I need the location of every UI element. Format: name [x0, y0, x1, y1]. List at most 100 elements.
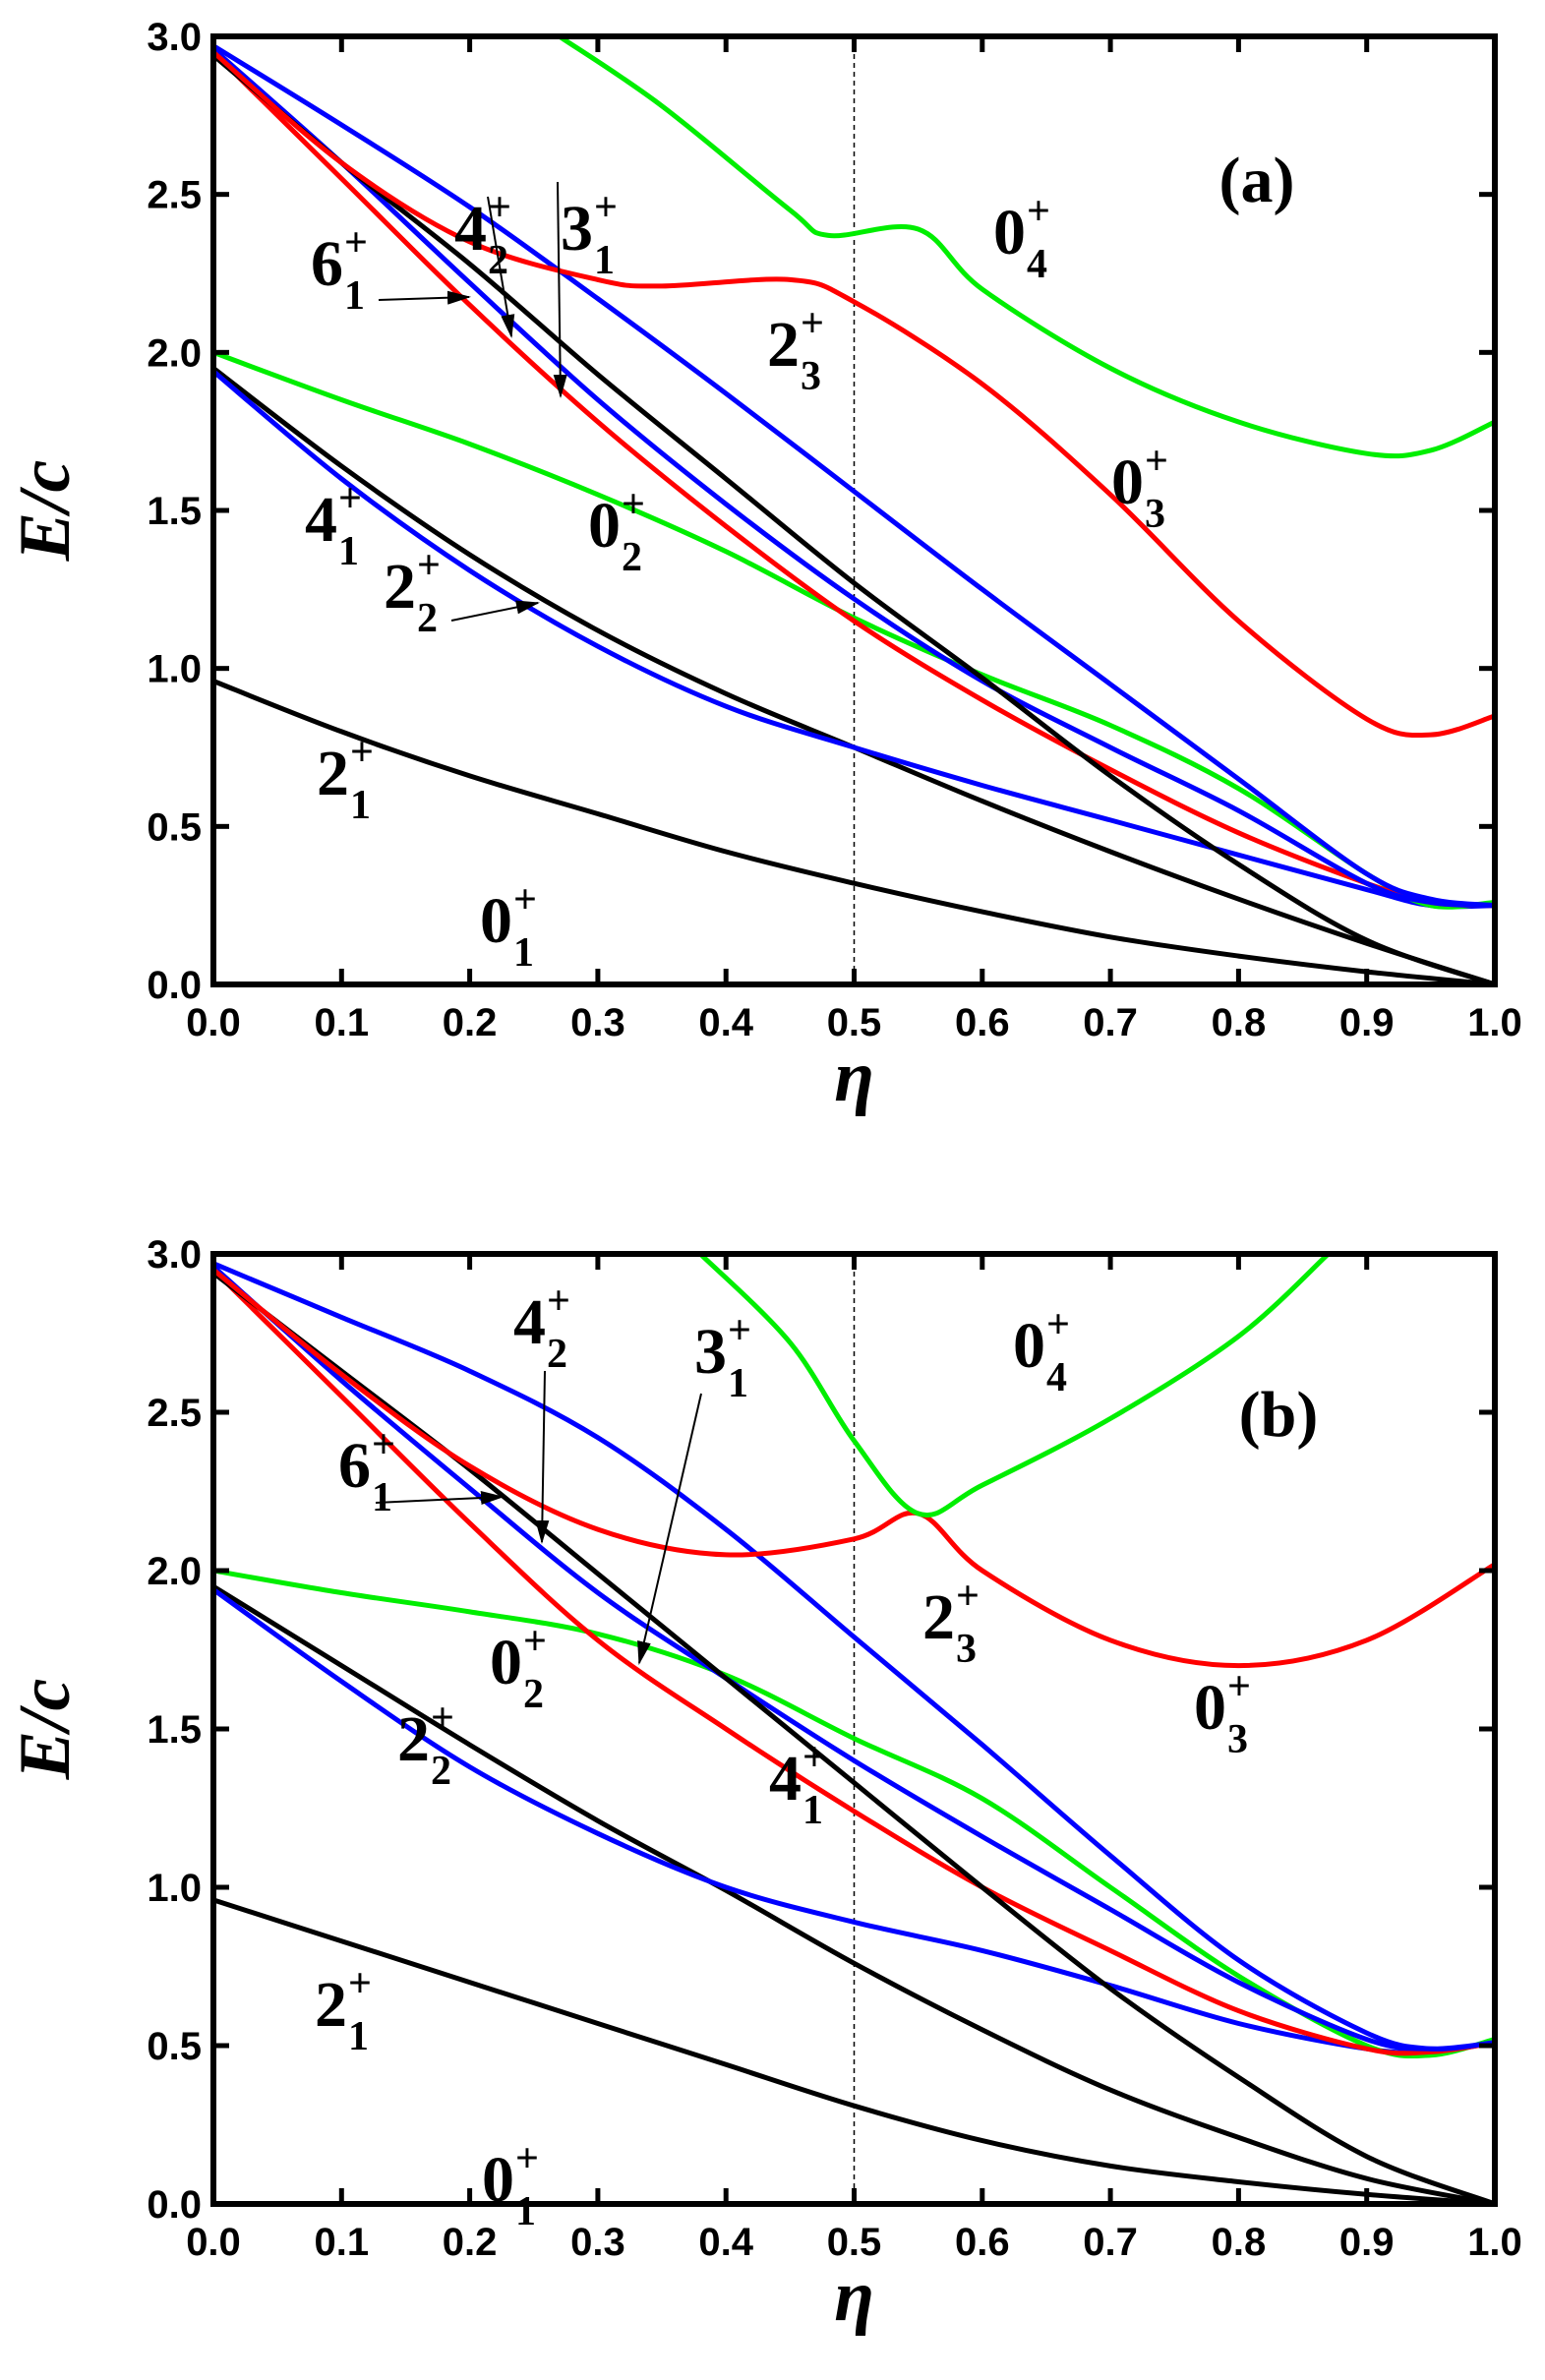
x-tick-label: 0.2 — [443, 1001, 498, 1044]
level-label: 2 +3 — [767, 301, 824, 399]
level-label: 2 +3 — [922, 1574, 980, 1672]
y-axis-label: E/c — [5, 1679, 86, 1781]
level-label-main: 3 — [694, 1316, 727, 1388]
level-label-sub: 2 — [431, 1749, 451, 1794]
series-group — [213, 1254, 1495, 2204]
series-line-6plus-1 — [213, 50, 1495, 909]
level-label-sub: 3 — [1145, 492, 1165, 537]
level-label-sup: + — [515, 2136, 539, 2181]
x-tick-label: 1.0 — [1467, 1001, 1522, 1044]
series-line-3plus-1 — [213, 1265, 1495, 2052]
x-tick-label: 0.8 — [1212, 2221, 1267, 2264]
level-label-main: 0 — [482, 2144, 514, 2216]
series-line-3plus-1 — [213, 47, 1495, 909]
x-axis-label: η — [834, 2256, 874, 2337]
y-tick-label: 0.5 — [147, 805, 202, 849]
level-label: 0 +2 — [490, 1619, 547, 1717]
level-label-sup: + — [417, 543, 441, 588]
level-label-main: 6 — [338, 1430, 371, 1502]
x-tick-label: 0.4 — [698, 2221, 753, 2264]
series-line-2plus-2 — [213, 369, 1495, 910]
level-label: 0 +4 — [1013, 1302, 1070, 1400]
level-label-sub: 1 — [513, 930, 534, 976]
level-label-main: 0 — [1111, 446, 1144, 518]
annotation-arrow — [535, 1370, 550, 1544]
level-label-main: 6 — [311, 228, 343, 300]
series-line-6plus-1 — [213, 1268, 1495, 2056]
level-label: 0 +4 — [993, 189, 1050, 287]
level-label: 3 +1 — [561, 185, 618, 283]
level-label-sub: 4 — [1027, 242, 1047, 287]
level-label-main: 0 — [490, 1627, 522, 1698]
level-label: 6 +1 — [338, 1422, 395, 1520]
x-tick-label: 0.7 — [1083, 2221, 1138, 2264]
y-tick-label: 1.0 — [147, 648, 202, 691]
level-label-sup: + — [348, 1961, 372, 2006]
level-label: 6 +1 — [311, 220, 368, 319]
level-label-sub: 1 — [594, 238, 615, 283]
x-tick-label: 0.5 — [827, 1001, 882, 1044]
level-label-sub: 1 — [728, 1361, 748, 1406]
level-label-sub: 4 — [1046, 1355, 1067, 1400]
series-line-0plus-4 — [698, 1254, 1331, 1517]
level-label-main: 2 — [397, 1703, 430, 1775]
level-label-sub: 3 — [801, 354, 821, 399]
level-label-main: 4 — [513, 1286, 546, 1358]
level-label-main: 2 — [317, 738, 349, 809]
annotation-arrow — [450, 600, 540, 622]
panel-a: 0.0 0.1 0.2 0.3 0.4 0.5 0.6 0.7 0.8 0.9 1.0 0.0 0.5 1… — [5, 16, 1522, 1117]
level-label-sup: + — [728, 1308, 751, 1353]
level-label-main: 0 — [1013, 1310, 1045, 1382]
level-label-main: 4 — [305, 484, 337, 556]
level-label: 4+2 — [513, 1279, 570, 1377]
level-label-sub: 1 — [344, 273, 365, 319]
x-tick-label: 0.4 — [698, 1001, 753, 1044]
y-tick-label: 2.0 — [147, 331, 202, 375]
y-tick-label: 1.0 — [147, 1867, 202, 1910]
series-line-4plus-2 — [213, 53, 1495, 984]
x-tick-label: 0.0 — [186, 2221, 241, 2264]
level-label-sub: 2 — [417, 596, 438, 641]
level-label-sub: 1 — [802, 1788, 823, 1833]
level-label-sup: + — [802, 1735, 826, 1780]
y-tick-label: 2.0 — [147, 1550, 202, 1593]
level-label-sup: + — [350, 730, 374, 775]
x-tick-label: 0.9 — [1339, 1001, 1395, 1044]
level-label-sub: 1 — [338, 529, 359, 574]
level-label-main: 2 — [922, 1581, 955, 1653]
panel-b: 0.0 0.1 0.2 0.3 0.4 0.5 0.6 0.7 0.8 0.9 1.0 0.0 0.5 1… — [5, 1233, 1522, 2337]
level-label: 2 +1 — [317, 730, 374, 828]
y-tick-label: 0.5 — [147, 2025, 202, 2068]
series-group — [213, 36, 1495, 984]
y-tick-label: 0.0 — [147, 2183, 202, 2227]
series-line-4plus-1 — [213, 1583, 1495, 2204]
x-tick-label: 0.8 — [1212, 1001, 1267, 1044]
level-label-sub: 2 — [622, 535, 642, 580]
panel-label: (a) — [1219, 145, 1295, 216]
level-label-main: 0 — [993, 197, 1026, 268]
level-label-sub: 3 — [1227, 1717, 1248, 1762]
level-label-main: 2 — [384, 551, 416, 623]
level-label-sup: + — [1027, 189, 1050, 234]
series-line-0plus-3 — [213, 1268, 1495, 1669]
annotation-arrow — [553, 181, 567, 398]
level-label: 0 +3 — [1111, 439, 1168, 537]
level-label-sub: 2 — [523, 1672, 544, 1717]
y-tick-label: 3.0 — [147, 1233, 202, 1277]
level-label-sup: + — [523, 1619, 547, 1664]
x-tick-label: 0.0 — [186, 1001, 241, 1044]
y-tick-label: 0.0 — [147, 964, 202, 1007]
level-label: 2 +2 — [384, 543, 441, 641]
series-line-0plus-2 — [213, 1568, 1495, 2059]
x-tick-label: 0.1 — [314, 1001, 369, 1044]
level-label-main: 2 — [315, 1969, 347, 2041]
level-label: 0 +3 — [1194, 1664, 1251, 1762]
level-label-sup: + — [594, 185, 618, 230]
level-label-main: 4 — [769, 1743, 802, 1815]
x-tick-label: 0.7 — [1083, 1001, 1138, 1044]
x-tick-label: 0.6 — [955, 1001, 1010, 1044]
level-label-sup: + — [1046, 1302, 1070, 1347]
level-label-sub: 1 — [348, 2014, 369, 2059]
level-label-sup: + — [956, 1574, 980, 1619]
series-line-2plus-1 — [213, 679, 1495, 984]
